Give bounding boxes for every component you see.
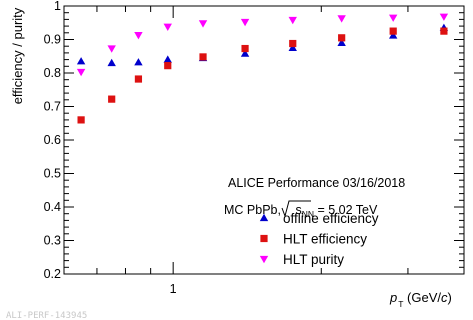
point-hlt-efficiency <box>199 53 207 61</box>
legend-label: HLT efficiency <box>283 232 367 247</box>
point-hlt-purity <box>388 14 398 22</box>
sqrt-symbol <box>281 200 311 218</box>
annotation-sqrt-sub: NN <box>302 209 314 219</box>
annotation-line-2: MC PbPb, sNN = 5.02 TeV <box>224 203 378 219</box>
point-hlt-efficiency <box>134 75 143 83</box>
point-hlt-efficiency <box>389 27 397 35</box>
annotation-suffix: = 5.02 TeV <box>314 203 378 217</box>
point-hlt-efficiency <box>241 44 249 53</box>
point-hlt-purity <box>240 18 250 27</box>
point-offline-efficiency <box>388 31 398 39</box>
point-offline-efficiency <box>107 58 116 67</box>
point-hlt-efficiency <box>338 34 346 42</box>
y-tick-label: 0.6 <box>44 133 61 147</box>
point-hlt-purity <box>198 20 208 28</box>
x-axis-label-unit-c: c <box>441 290 448 305</box>
y-tick-label: 0.8 <box>44 66 61 80</box>
annotation-prefix: MC PbPb, <box>224 203 284 217</box>
point-hlt-efficiency <box>108 95 116 103</box>
x-axis-label-unit-close: ) <box>448 290 452 305</box>
plot-frame <box>63 5 465 275</box>
y-tick-label: 1 <box>54 0 61 13</box>
x-axis-label: pT (GeV/c) <box>389 290 452 309</box>
y-tick-label: 0.5 <box>44 167 61 181</box>
y-tick-label: 0.9 <box>44 33 61 47</box>
data-points <box>76 13 449 124</box>
point-hlt-purity <box>107 45 116 53</box>
point-hlt-purity <box>76 68 86 77</box>
legend-label: HLT purity <box>283 252 344 267</box>
x-axis-label-sub: T <box>398 299 403 309</box>
y-tick-label: 0.2 <box>44 267 61 281</box>
y-tick-label: 0.4 <box>44 200 61 214</box>
point-hlt-purity <box>439 13 449 21</box>
point-offline-efficiency <box>76 57 86 65</box>
legend-marker <box>260 234 268 243</box>
legend-marker <box>259 255 269 264</box>
point-offline-efficiency <box>288 43 297 52</box>
y-axis-label: efficiency / purity <box>10 7 25 104</box>
x-axis-label-main: p <box>389 290 397 305</box>
point-offline-efficiency <box>134 58 143 66</box>
point-hlt-efficiency <box>440 27 448 35</box>
legend-marker <box>259 213 269 222</box>
x-axis-label-unit-open: (GeV/ <box>403 290 441 305</box>
point-offline-efficiency <box>163 55 172 63</box>
y-tick-label: 0.7 <box>44 100 61 114</box>
point-hlt-efficiency <box>77 116 85 124</box>
point-hlt-purity <box>163 23 172 31</box>
point-hlt-purity <box>134 31 143 40</box>
annotation-line-1: ALICE Performance 03/16/2018 <box>228 176 405 190</box>
x-tick-label: 1 <box>170 282 177 296</box>
point-offline-efficiency <box>337 38 346 46</box>
tick-labels: 0.2 0.3 0.4 0.5 0.6 0.7 0.8 0.9 1 1 <box>44 0 177 296</box>
watermark: ALI-PERF-143945 <box>6 311 87 320</box>
point-hlt-efficiency <box>164 62 172 70</box>
point-hlt-purity <box>337 15 346 23</box>
axis-ticks <box>63 5 464 275</box>
point-hlt-purity <box>288 16 297 25</box>
y-tick-label: 0.3 <box>44 234 61 248</box>
annotation-sqrt-s: s <box>295 203 301 217</box>
legend: offline efficiency HLT efficiency HLT puri… <box>259 211 379 267</box>
legend-label: offline efficiency <box>283 211 379 226</box>
point-hlt-efficiency <box>289 39 297 48</box>
point-offline-efficiency <box>240 49 250 57</box>
